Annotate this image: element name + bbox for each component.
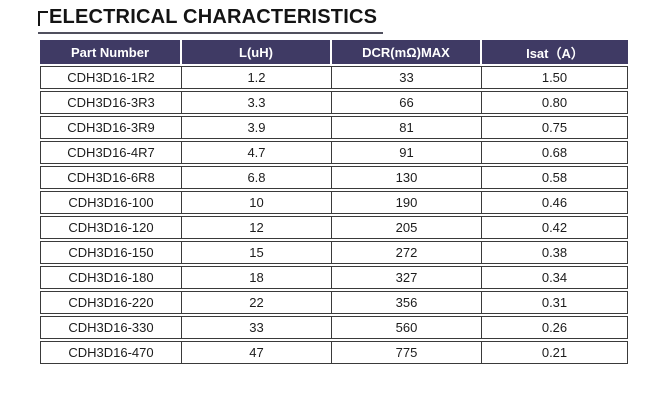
cell-l-uh: 3.3: [182, 91, 332, 114]
table-row: CDH3D16-3R9 3.9 81 0.75: [40, 116, 628, 139]
table-row: CDH3D16-4R7 4.7 91 0.68: [40, 141, 628, 164]
cell-dcr-mohm-max: 775: [332, 341, 482, 364]
table-body: CDH3D16-1R2 1.2 33 1.50 CDH3D16-3R3 3.3 66 0.80…: [40, 66, 628, 364]
cell-part-number: CDH3D16-100: [40, 191, 182, 214]
cell-isat-a: 0.21: [482, 341, 628, 364]
corner-bracket-icon: [38, 11, 48, 26]
cell-isat-a: 0.75: [482, 116, 628, 139]
cell-l-uh: 6.8: [182, 166, 332, 189]
table-row: CDH3D16-220 22 356 0.31: [40, 291, 628, 314]
cell-part-number: CDH3D16-220: [40, 291, 182, 314]
cell-dcr-mohm-max: 356: [332, 291, 482, 314]
cell-isat-a: 0.68: [482, 141, 628, 164]
column-header-inductance: L(uH): [182, 40, 332, 64]
table-row: CDH3D16-180 18 327 0.34: [40, 266, 628, 289]
cell-l-uh: 10: [182, 191, 332, 214]
cell-l-uh: 1.2: [182, 66, 332, 89]
table-row: CDH3D16-470 47 775 0.21: [40, 341, 628, 364]
electrical-characteristics-table: Part Number L(uH) DCR(mΩ)MAX Isat（A） CDH…: [40, 38, 628, 366]
cell-isat-a: 0.46: [482, 191, 628, 214]
page-title: ELECTRICAL CHARACTERISTICS: [49, 6, 378, 28]
cell-dcr-mohm-max: 560: [332, 316, 482, 339]
cell-isat-a: 0.80: [482, 91, 628, 114]
cell-part-number: CDH3D16-3R9: [40, 116, 182, 139]
cell-isat-a: 1.50: [482, 66, 628, 89]
cell-isat-a: 0.42: [482, 216, 628, 239]
cell-part-number: CDH3D16-180: [40, 266, 182, 289]
cell-part-number: CDH3D16-4R7: [40, 141, 182, 164]
cell-isat-a: 0.34: [482, 266, 628, 289]
cell-isat-a: 0.38: [482, 241, 628, 264]
cell-l-uh: 18: [182, 266, 332, 289]
table-row: CDH3D16-120 12 205 0.42: [40, 216, 628, 239]
table-row: CDH3D16-6R8 6.8 130 0.58: [40, 166, 628, 189]
cell-l-uh: 4.7: [182, 141, 332, 164]
cell-part-number: CDH3D16-120: [40, 216, 182, 239]
cell-dcr-mohm-max: 33: [332, 66, 482, 89]
cell-part-number: CDH3D16-150: [40, 241, 182, 264]
cell-part-number: CDH3D16-330: [40, 316, 182, 339]
cell-part-number: CDH3D16-1R2: [40, 66, 182, 89]
cell-dcr-mohm-max: 130: [332, 166, 482, 189]
cell-isat-a: 0.58: [482, 166, 628, 189]
cell-l-uh: 12: [182, 216, 332, 239]
table-header-row: Part Number L(uH) DCR(mΩ)MAX Isat（A）: [40, 40, 628, 64]
cell-dcr-mohm-max: 190: [332, 191, 482, 214]
cell-l-uh: 15: [182, 241, 332, 264]
cell-part-number: CDH3D16-3R3: [40, 91, 182, 114]
cell-dcr-mohm-max: 327: [332, 266, 482, 289]
cell-part-number: CDH3D16-470: [40, 341, 182, 364]
cell-isat-a: 0.26: [482, 316, 628, 339]
cell-l-uh: 3.9: [182, 116, 332, 139]
cell-isat-a: 0.31: [482, 291, 628, 314]
column-header-part-number: Part Number: [40, 40, 182, 64]
cell-dcr-mohm-max: 91: [332, 141, 482, 164]
cell-dcr-mohm-max: 66: [332, 91, 482, 114]
table-row: CDH3D16-330 33 560 0.26: [40, 316, 628, 339]
cell-dcr-mohm-max: 272: [332, 241, 482, 264]
table-row: CDH3D16-100 10 190 0.46: [40, 191, 628, 214]
title-block: ELECTRICAL CHARACTERISTICS: [38, 5, 384, 34]
table-row: CDH3D16-150 15 272 0.38: [40, 241, 628, 264]
column-header-dcr-max: DCR(mΩ)MAX: [332, 40, 482, 64]
cell-dcr-mohm-max: 205: [332, 216, 482, 239]
column-header-isat: Isat（A）: [482, 40, 628, 64]
cell-l-uh: 33: [182, 316, 332, 339]
table-row: CDH3D16-3R3 3.3 66 0.80: [40, 91, 628, 114]
cell-dcr-mohm-max: 81: [332, 116, 482, 139]
cell-part-number: CDH3D16-6R8: [40, 166, 182, 189]
cell-l-uh: 22: [182, 291, 332, 314]
cell-l-uh: 47: [182, 341, 332, 364]
table-row: CDH3D16-1R2 1.2 33 1.50: [40, 66, 628, 89]
